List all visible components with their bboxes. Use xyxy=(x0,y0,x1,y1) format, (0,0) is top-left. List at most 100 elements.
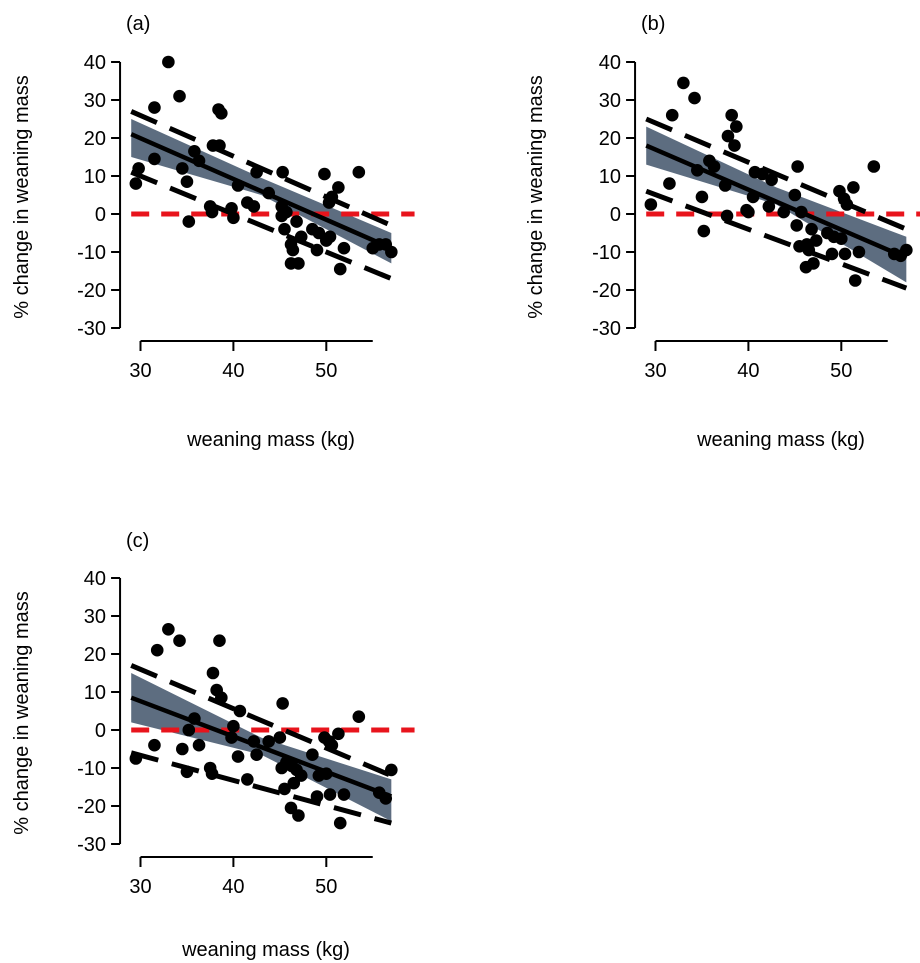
data-point xyxy=(227,211,240,225)
data-point xyxy=(247,200,261,213)
data-point xyxy=(180,765,194,779)
data-point xyxy=(325,738,339,752)
data-point xyxy=(173,634,186,647)
panel-label: (b) xyxy=(641,13,665,35)
data-point xyxy=(276,165,289,179)
x-axis-label: weaning mass (kg) xyxy=(696,429,865,451)
data-point xyxy=(132,162,145,175)
data-point xyxy=(385,763,398,777)
y-tick-label: -20 xyxy=(77,280,106,302)
data-point xyxy=(148,101,161,114)
data-point xyxy=(310,790,324,803)
x-tick-label: 40 xyxy=(222,360,244,382)
x-tick-label: 30 xyxy=(129,876,151,898)
x-tick-label: 40 xyxy=(737,360,759,382)
data-point xyxy=(318,167,331,181)
data-point xyxy=(290,215,303,228)
data-point xyxy=(688,91,701,105)
data-point xyxy=(176,162,189,175)
prediction-lower-line xyxy=(130,750,392,826)
data-point xyxy=(233,704,247,718)
data-point xyxy=(352,165,366,179)
data-point xyxy=(788,188,802,202)
data-point xyxy=(742,205,755,219)
data-point xyxy=(867,160,881,173)
data-point xyxy=(273,731,287,744)
data-point xyxy=(665,108,679,122)
data-point xyxy=(215,691,228,704)
y-tick-label: 30 xyxy=(84,90,106,112)
plot-area: -30 -20 -10 0 10 20 30 40 30 40 50 xyxy=(77,568,415,898)
data-point xyxy=(847,181,860,194)
data-point xyxy=(205,205,219,219)
y-tick-label: -30 xyxy=(592,318,621,340)
data-point xyxy=(306,748,319,761)
panel-label: (a) xyxy=(126,13,150,35)
data-point xyxy=(129,177,143,190)
x-tick-label: 50 xyxy=(315,876,337,898)
data-point xyxy=(765,173,778,187)
y-tick-label: -30 xyxy=(77,318,106,340)
y-tick-label: 0 xyxy=(95,204,106,226)
y-tick-label: -20 xyxy=(77,796,106,818)
data-point xyxy=(777,205,791,219)
data-point xyxy=(286,243,300,257)
data-point xyxy=(292,257,305,270)
prediction-lower-line xyxy=(130,169,393,281)
data-point xyxy=(213,634,226,647)
data-point xyxy=(333,262,347,276)
data-point xyxy=(332,181,345,194)
data-point xyxy=(294,769,308,782)
data-point xyxy=(333,816,347,830)
y-tick-label: 10 xyxy=(84,682,106,704)
data-point xyxy=(725,108,738,122)
data-point xyxy=(762,200,776,213)
data-point xyxy=(721,129,735,143)
data-point xyxy=(720,209,734,223)
data-point xyxy=(807,257,820,270)
data-point xyxy=(278,782,291,796)
data-point xyxy=(323,230,337,244)
data-point xyxy=(848,274,862,287)
y-tick-label: 20 xyxy=(84,644,106,666)
x-tick-label: 40 xyxy=(222,876,244,898)
y-axis-label: % change in weaning mass xyxy=(11,591,33,834)
data-point xyxy=(790,219,804,232)
y-tick-label: 0 xyxy=(610,204,621,226)
data-point xyxy=(162,623,175,636)
data-point xyxy=(310,243,324,257)
data-point xyxy=(182,215,196,228)
data-point xyxy=(192,738,206,752)
y-tick-label: -10 xyxy=(77,758,106,780)
panel-a: (a) -30 -20 -10 0 10 20 30 40 30 40 50 weaning mas… xyxy=(11,13,415,451)
y-tick-label: 20 xyxy=(599,128,621,150)
data-point xyxy=(182,723,196,737)
y-tick-label: 10 xyxy=(599,166,621,188)
data-point xyxy=(838,247,852,261)
data-point xyxy=(205,767,219,780)
data-point xyxy=(129,752,143,765)
data-point xyxy=(840,198,854,211)
data-point xyxy=(262,735,276,748)
data-point xyxy=(337,241,351,255)
panel-label: (c) xyxy=(126,530,149,552)
data-point xyxy=(802,243,816,257)
y-tick-label: 20 xyxy=(84,128,106,150)
data-point xyxy=(835,232,848,245)
data-point xyxy=(148,738,161,752)
x-tick-label: 50 xyxy=(315,360,337,382)
data-point xyxy=(325,190,339,204)
data-point xyxy=(644,198,658,211)
data-point xyxy=(176,742,189,756)
data-point xyxy=(294,230,308,244)
data-point xyxy=(728,139,741,152)
y-tick-label: 10 xyxy=(84,166,106,188)
y-tick-label: -10 xyxy=(592,242,621,264)
y-tick-label: 40 xyxy=(84,52,106,74)
data-point xyxy=(280,205,293,219)
data-point xyxy=(900,243,913,257)
data-point xyxy=(173,89,186,103)
data-point xyxy=(677,76,690,90)
x-axis-label: weaning mass (kg) xyxy=(181,939,350,961)
